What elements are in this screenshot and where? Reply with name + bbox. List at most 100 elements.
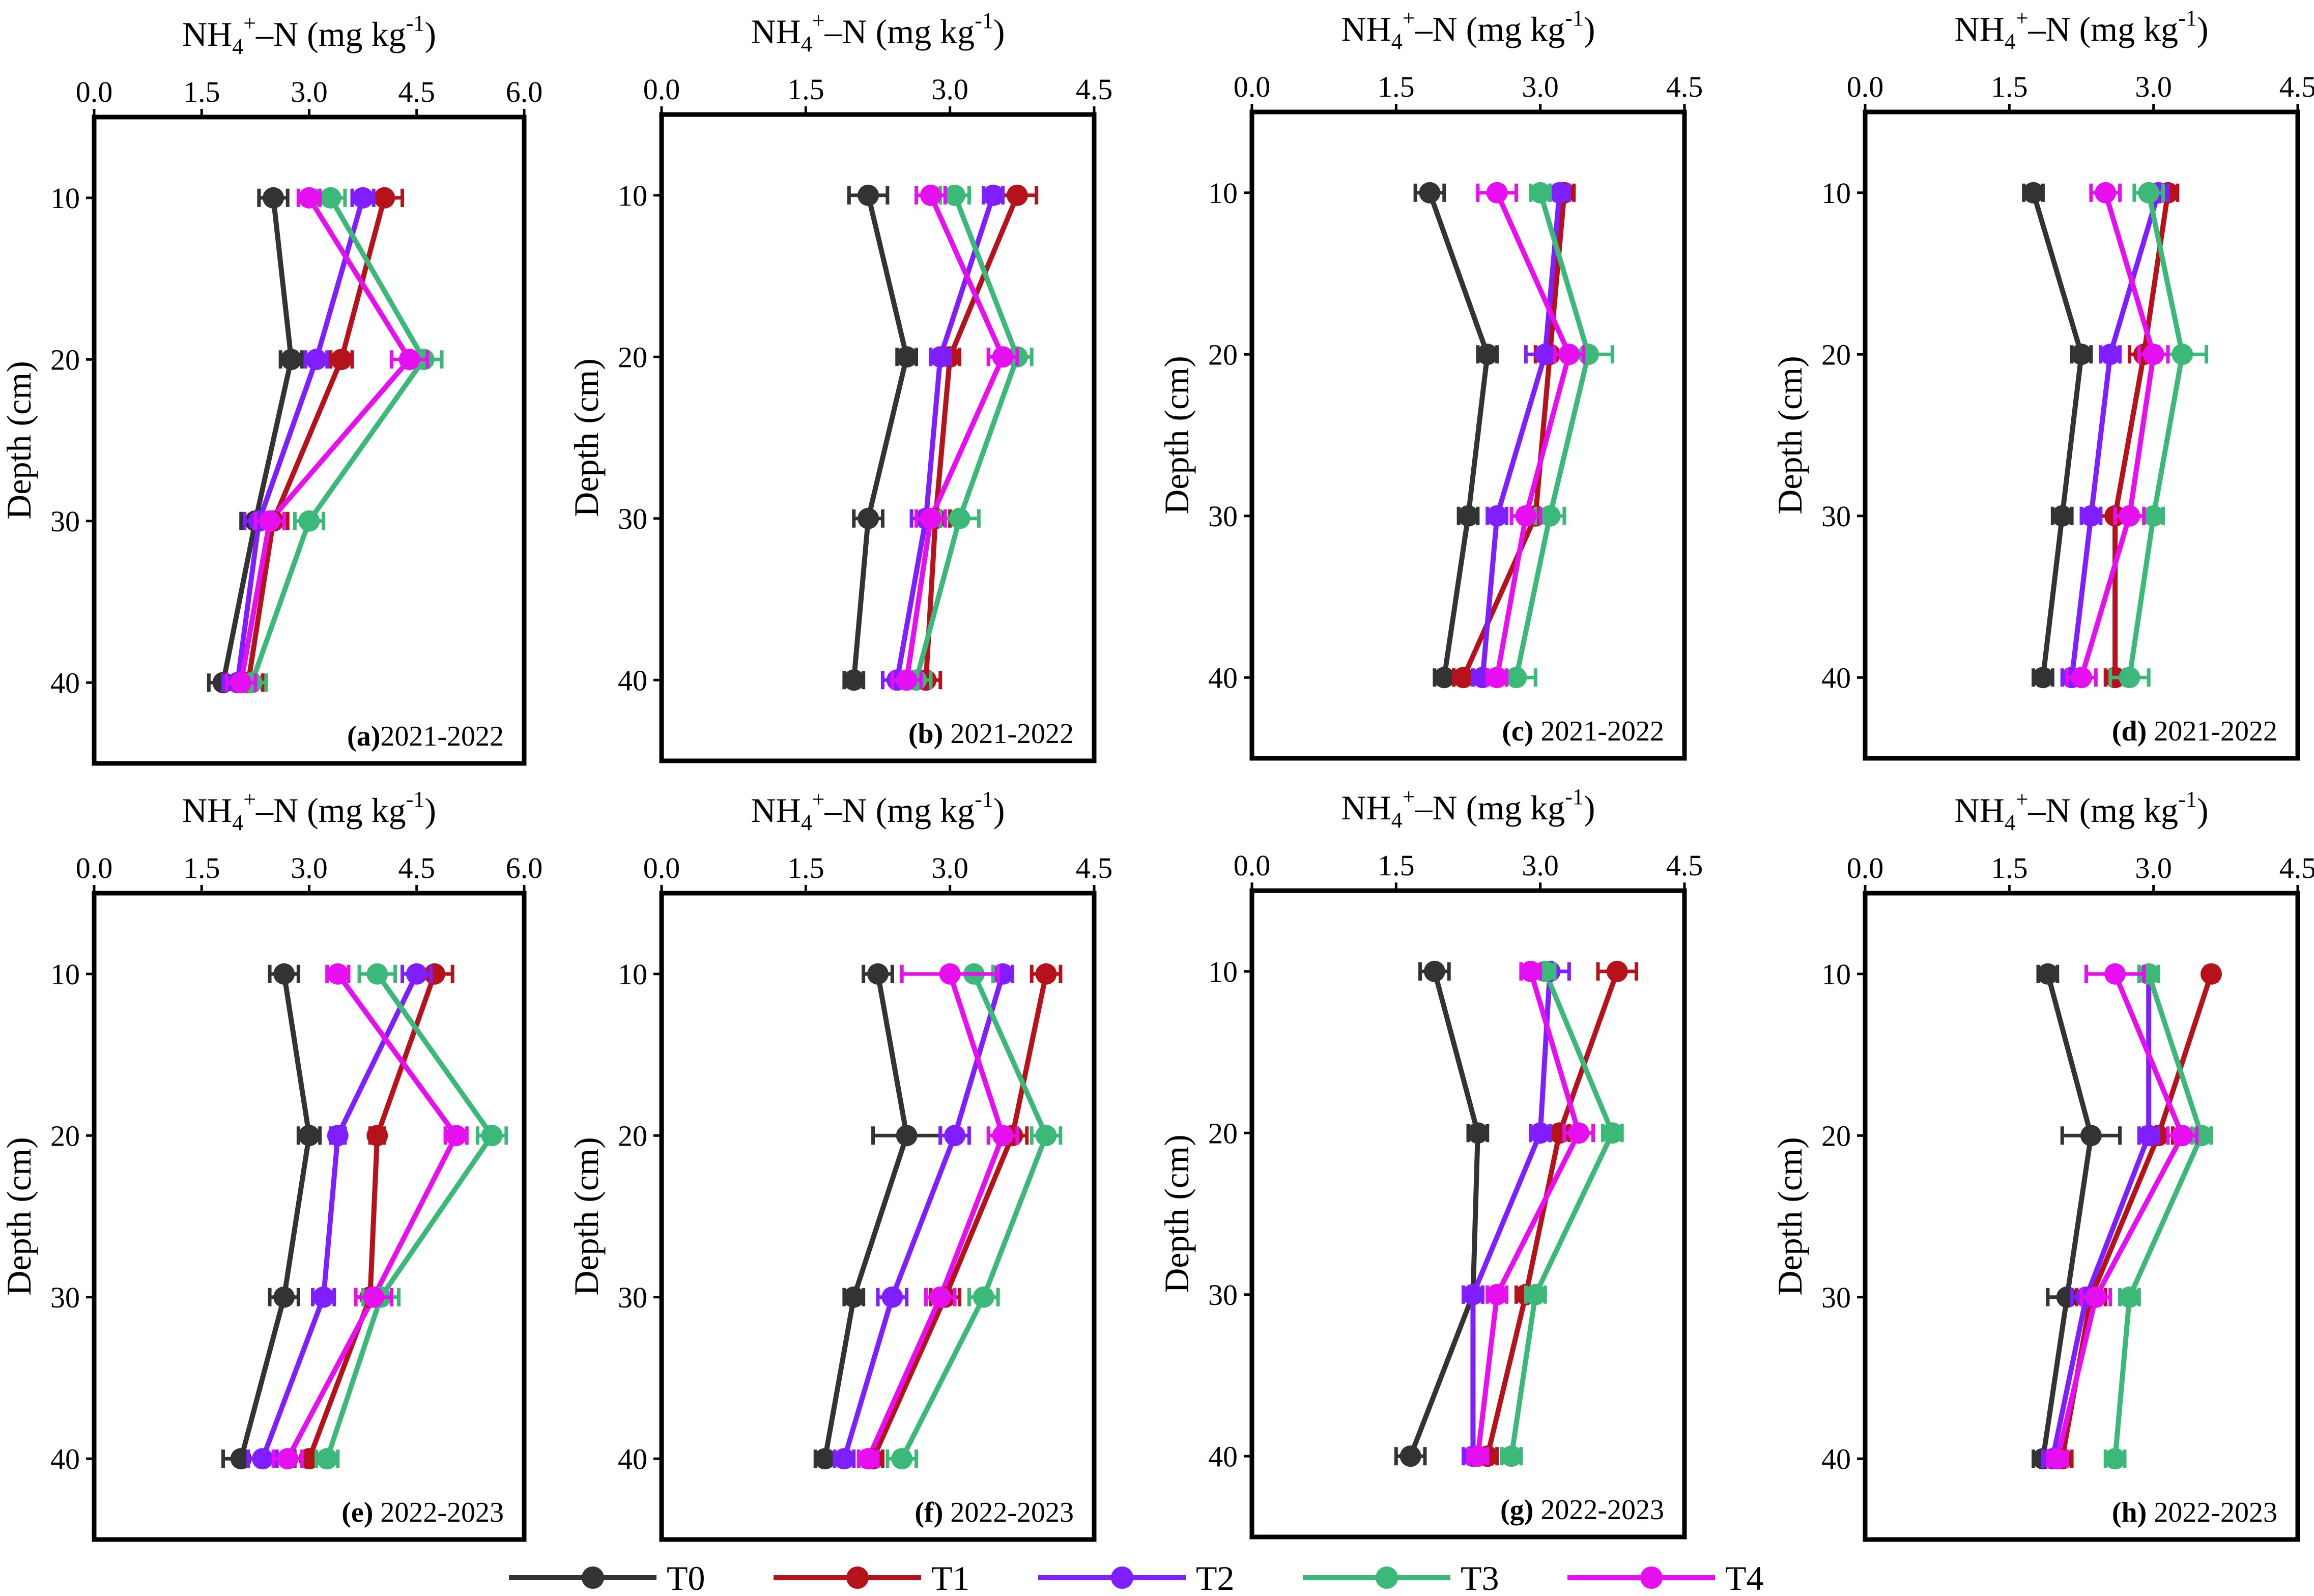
y-axis-title: Depth (cm) xyxy=(1157,1134,1196,1293)
x-tick-label: 4.5 xyxy=(2279,70,2314,103)
y-tick-label: 20 xyxy=(50,1119,80,1152)
panel-d: 0.0 1.5 3.0 4.5 10 20 30 40 NH4+–N (mg kg-1) Dept… xyxy=(1770,6,2314,761)
x-tick-label: 1.5 xyxy=(1378,849,1415,882)
data-point-T1 xyxy=(366,1125,388,1147)
legend-marker xyxy=(1376,1566,1398,1589)
plot-frame xyxy=(1863,109,2300,761)
series-line-T3 xyxy=(1509,970,1615,1457)
y-tick-label: 30 xyxy=(1208,1278,1238,1312)
panel-c: 0.0 1.5 3.0 4.5 10 20 30 40 NH4+–N (mg kg-1) Dept… xyxy=(1157,6,1703,761)
data-point-T2 xyxy=(406,963,427,985)
y-tick-label: 20 xyxy=(1208,1117,1238,1150)
x-axis-title: NH4+–N (mg kg-1) xyxy=(751,8,1005,56)
data-point-T2 xyxy=(352,187,374,209)
panel-h: 0.0 1.5 3.0 4.5 10 20 30 40 NH4+–N (mg kg-1) Dept… xyxy=(1770,787,2314,1542)
series-line-T3 xyxy=(2127,192,2185,678)
legend-entry-T1: T1 xyxy=(774,1559,970,1596)
data-point-T0 xyxy=(263,187,284,209)
data-point-T2 xyxy=(944,1125,966,1147)
y-axis-title: Depth (cm) xyxy=(0,361,38,520)
data-point-T0 xyxy=(1399,1445,1421,1467)
series-line-T0 xyxy=(238,973,312,1460)
data-point-T3 xyxy=(2119,1286,2140,1308)
data-point-T1 xyxy=(2201,963,2222,985)
data-point-T3 xyxy=(316,1448,338,1470)
series-layer xyxy=(813,963,1063,1470)
data-point-T0 xyxy=(273,963,295,985)
data-point-T3 xyxy=(1035,1125,1057,1147)
panel-label: (g) 2022-2023 xyxy=(1500,1494,1664,1526)
data-point-T2 xyxy=(2138,1125,2160,1147)
data-point-T1 xyxy=(1006,184,1028,206)
data-point-T2 xyxy=(929,346,951,368)
data-point-T2 xyxy=(2099,344,2121,365)
data-point-T1 xyxy=(330,349,352,370)
x-tick-label: 4.5 xyxy=(1666,70,1703,103)
series-line-T1 xyxy=(306,973,437,1460)
x-tick-label: 1.5 xyxy=(1991,70,2028,103)
x-tick-label: 1.5 xyxy=(1378,70,1415,103)
series-line-T2 xyxy=(1480,192,1562,678)
data-point-T4 xyxy=(992,346,1014,368)
legend-entry-T0: T0 xyxy=(509,1559,705,1596)
data-point-T0 xyxy=(1476,344,1498,365)
series-line-T4 xyxy=(904,194,1006,680)
data-point-T4 xyxy=(939,963,961,985)
y-tick-label: 40 xyxy=(50,666,80,699)
x-tick-label: 4.5 xyxy=(2279,851,2314,885)
data-point-T3 xyxy=(891,1448,913,1470)
panel-label: (b) 2021-2022 xyxy=(908,718,1074,750)
x-axis-title: NH4+–N (mg kg-1) xyxy=(751,787,1005,835)
x-tick-label: 1.5 xyxy=(183,851,220,885)
y-tick-label: 30 xyxy=(50,1281,80,1314)
data-point-T2 xyxy=(327,1125,349,1147)
panel-e: 0.0 1.5 3.0 4.5 6.0 10 20 30 40 NH4+–N (mg kg-1) D… xyxy=(0,787,542,1542)
panel-a: 0.0 1.5 3.0 4.5 6.0 10 20 30 40 NH4+–N (mg kg-1) D… xyxy=(0,11,542,766)
data-point-T0 xyxy=(230,1448,252,1470)
legend-entry-T3: T3 xyxy=(1303,1559,1499,1596)
series-layer xyxy=(207,187,444,694)
x-tick-label: 4.5 xyxy=(398,851,436,885)
data-point-T4 xyxy=(259,510,281,532)
x-axis-title: NH4+–N (mg kg-1) xyxy=(1954,787,2208,835)
x-tick-label: 3.0 xyxy=(2135,851,2172,885)
series-line-T0 xyxy=(2040,973,2094,1459)
data-point-T1 xyxy=(1452,667,1474,689)
x-tick-label: 0.0 xyxy=(1234,849,1271,882)
x-tick-label: 0.0 xyxy=(643,73,680,106)
data-point-T4 xyxy=(920,184,941,206)
y-tick-label: 10 xyxy=(1208,177,1238,210)
data-point-T4 xyxy=(327,963,349,985)
series-layer xyxy=(221,963,508,1470)
data-point-T1 xyxy=(1035,963,1057,985)
x-tick-label: 0.0 xyxy=(643,851,680,885)
data-point-T4 xyxy=(230,672,252,694)
series-line-T4 xyxy=(2054,973,2185,1460)
data-point-T4 xyxy=(1486,1284,1508,1305)
panel-b: 0.0 1.5 3.0 4.5 10 20 30 40 NH4+–N (mg kg-1) Dept… xyxy=(567,8,1112,763)
legend-entry-T4: T4 xyxy=(1567,1559,1764,1596)
data-point-T1 xyxy=(374,187,395,209)
data-point-T3 xyxy=(973,1286,994,1308)
data-point-T0 xyxy=(2080,1125,2102,1147)
y-tick-label: 30 xyxy=(618,502,647,535)
legend-label: T4 xyxy=(1725,1559,1764,1596)
data-point-T0 xyxy=(2071,344,2092,365)
x-tick-label: 1.5 xyxy=(183,75,220,108)
y-tick-label: 10 xyxy=(1208,955,1238,988)
legend-label: T1 xyxy=(931,1559,970,1596)
data-point-T2 xyxy=(1549,182,1570,204)
panel-label: (a)2021-2022 xyxy=(347,721,504,752)
data-point-T2 xyxy=(2080,505,2102,527)
series-line-T2 xyxy=(235,197,365,683)
data-point-T0 xyxy=(1433,667,1455,689)
data-point-T0 xyxy=(858,184,879,206)
y-tick-label: 20 xyxy=(1821,1119,1851,1152)
series-layer xyxy=(1413,182,1614,689)
y-tick-label: 10 xyxy=(618,958,647,991)
data-point-T3 xyxy=(1525,1284,1547,1305)
legend-entry-T2: T2 xyxy=(1038,1559,1235,1596)
x-tick-label: 3.0 xyxy=(1522,849,1559,882)
series-layer xyxy=(1394,960,1639,1467)
series-line-T0 xyxy=(1408,971,1480,1458)
